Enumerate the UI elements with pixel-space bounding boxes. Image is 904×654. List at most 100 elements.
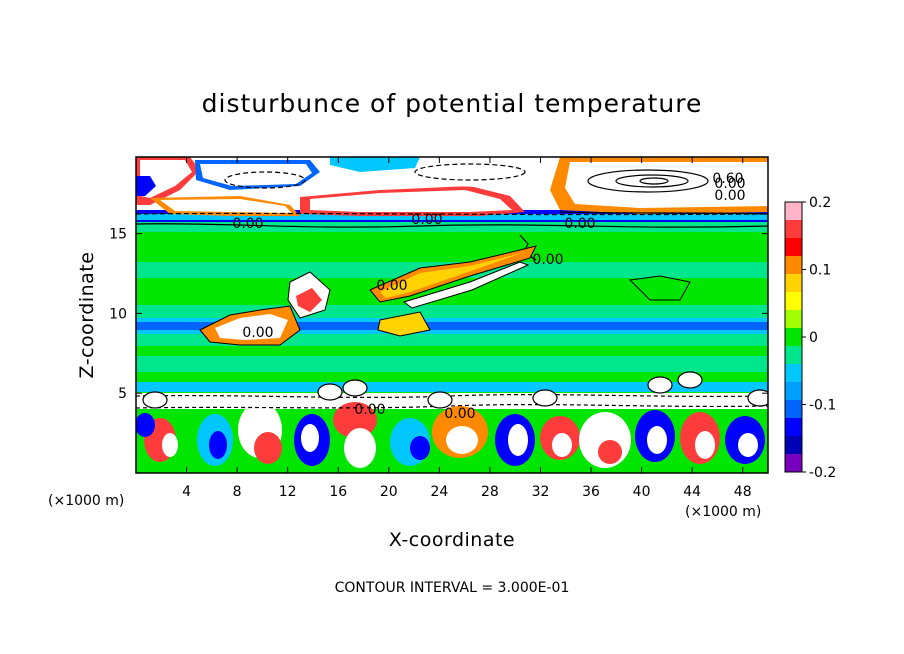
upper-right-contour <box>587 169 709 193</box>
boundary-cell <box>747 389 768 407</box>
x-tick-label: 32 <box>532 484 550 500</box>
contour-label: 0.00 <box>354 402 385 418</box>
boundary-cell <box>677 371 703 389</box>
boundary-cell <box>427 391 453 409</box>
convective-cell-small <box>377 311 431 337</box>
colorbar-swatch <box>785 310 802 329</box>
colorbar-swatch <box>785 364 802 383</box>
boundary-cell <box>532 389 558 407</box>
turbulent-eddy <box>254 432 282 464</box>
upper-dashed-line <box>136 212 768 216</box>
colorbar-swatch <box>785 202 802 221</box>
upper-right-line <box>559 211 768 215</box>
colorbar: 0.2 0.1 0 -0.1 -0.2 <box>784 195 836 481</box>
contour-label: 0.00 <box>564 216 595 232</box>
colorbar-swatch <box>785 346 802 365</box>
colorbar-swatch <box>785 220 802 239</box>
colorbar-swatch <box>785 400 802 419</box>
boundary-cell <box>647 376 673 394</box>
plot-frame <box>135 156 769 474</box>
x-tick-label: 4 <box>182 484 191 500</box>
upper-right-contour-core <box>639 177 669 185</box>
upper-teal-band <box>136 222 768 232</box>
turbulent-eddy <box>410 436 430 460</box>
colorbar-tick-label: 0 <box>809 330 818 346</box>
y-tick-label: 15 <box>109 227 127 243</box>
colorbar-swatch <box>785 454 802 473</box>
turbulent-eddy <box>446 426 478 454</box>
y-tick-label: 10 <box>109 306 127 322</box>
x-tick-label: 28 <box>481 484 499 500</box>
upper-white-dome <box>310 190 512 212</box>
x-tick-label: 36 <box>582 484 600 500</box>
contour-label: 0.00 <box>232 216 263 232</box>
colorbar-swatch <box>785 274 802 293</box>
turbulent-eddy <box>136 413 155 437</box>
turbulent-eddy <box>695 431 715 459</box>
turbulent-eddy <box>209 431 227 459</box>
upper-white-cap <box>410 157 540 188</box>
contour-label: 0.00 <box>376 278 407 294</box>
x-tick-label: 40 <box>633 484 651 500</box>
colorbar-swatch <box>785 328 802 347</box>
boundary-contour-top <box>136 393 768 399</box>
colorbar-swatch <box>785 436 802 455</box>
turbulent-eddy <box>162 433 178 457</box>
turbulent-eddy <box>508 424 528 456</box>
upper-mid-dashed <box>414 163 526 181</box>
colorbar-swatch <box>785 292 802 311</box>
teal-band-4 <box>136 356 768 372</box>
yellow-streak <box>380 252 525 298</box>
x-tick-label: 12 <box>279 484 297 500</box>
colorbar-tick-label: 0.1 <box>809 263 831 279</box>
contour-label: 0.00 <box>532 252 563 268</box>
low-cyan-band <box>136 382 768 392</box>
zero-contour-upper <box>136 223 768 228</box>
boundary-contour-bottom <box>136 403 768 409</box>
turbulent-eddy <box>598 440 622 464</box>
contour-label: 0.00 <box>411 212 442 228</box>
turbulent-eddy <box>552 433 572 457</box>
boundary-cell <box>317 383 343 401</box>
contour-label: 0.00 <box>714 188 745 204</box>
colorbar-swatch <box>785 418 802 437</box>
turbulent-eddy <box>301 424 319 452</box>
boundary-cell <box>342 379 368 397</box>
boundary-cell <box>142 391 168 409</box>
upper-white-ridge <box>160 199 292 213</box>
x-axis: 4 8 12 16 20 24 28 32 36 40 44 48 <box>182 157 752 500</box>
x-tick-label: 8 <box>233 484 242 500</box>
turbulent-eddy <box>738 433 758 457</box>
contour-label: 0.00 <box>242 325 273 341</box>
contour-interval-note: CONTOUR INTERVAL = 3.000E-01 <box>335 580 570 596</box>
turbulent-eddy <box>333 402 377 438</box>
x-tick-label: 20 <box>380 484 398 500</box>
turbulent-eddy <box>344 428 376 468</box>
convective-cell-column-red <box>296 288 322 312</box>
x-tick-label: 44 <box>683 484 701 500</box>
colorbar-tick-label: -0.2 <box>809 465 836 481</box>
temperature-field: 0.00 0.00 0.000.000.000.000.00 0.000.000.00… <box>136 157 768 473</box>
colorbar-tick-label: 0.2 <box>809 195 831 211</box>
contour-label: 0.00 <box>714 176 745 192</box>
upper-cyan-cap <box>330 157 420 172</box>
y-tick-label: 5 <box>118 386 127 402</box>
y-axis-label: Z-coordinate <box>76 252 98 379</box>
x-tick-label: 24 <box>430 484 448 500</box>
colorbar-tick-label: -0.1 <box>809 398 836 414</box>
x-tick-label: 16 <box>329 484 347 500</box>
teal-band-3 <box>136 334 768 346</box>
turbulent-eddy <box>647 426 667 454</box>
y-axis: 5 10 15 <box>109 227 768 402</box>
upper-cyan-edge <box>136 214 768 220</box>
colorbar-swatch <box>785 256 802 275</box>
x-tick-label: 48 <box>734 484 752 500</box>
x-axis-label: X-coordinate <box>389 529 515 551</box>
contour-label: 0.00 <box>444 406 475 422</box>
upper-right-white <box>565 162 768 208</box>
convective-cell-left-core <box>215 314 288 340</box>
upper-right-contour-inner <box>615 174 689 188</box>
upper-left-dashed <box>224 171 306 189</box>
chart-title: disturbunce of potential temperature <box>202 89 703 118</box>
